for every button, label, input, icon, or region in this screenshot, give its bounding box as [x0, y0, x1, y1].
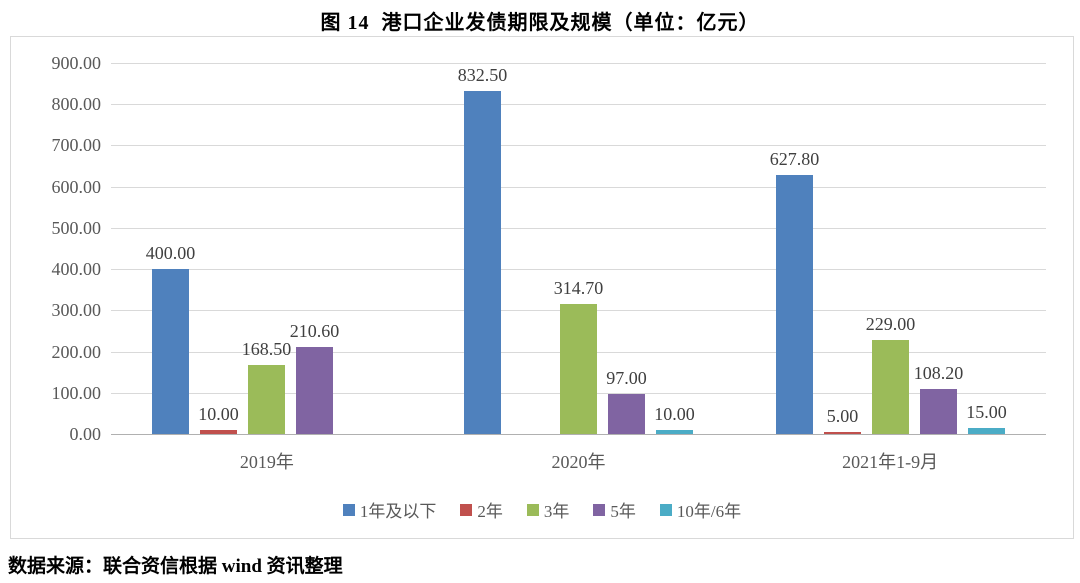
bar-value-label: 15.00 [966, 402, 1007, 422]
legend-swatch-icon [526, 503, 539, 516]
legend-item-1年及以下: 1年及以下 [342, 497, 437, 522]
y-axis-tick-label: 500.00 [51, 218, 102, 238]
y-axis-tick-label: 100.00 [51, 383, 102, 403]
legend-label: 10年/6年 [676, 502, 742, 521]
legend-label: 2年 [477, 502, 503, 521]
legend: 1年及以下 2年 3年 5年 10年/6年 [11, 497, 1073, 522]
gridline-400 [111, 269, 1046, 270]
source-note: 数据来源：联合资信根据 wind 资讯整理 [8, 556, 343, 577]
gridline-500 [111, 228, 1046, 229]
legend-item-3年: 3年 [526, 497, 570, 522]
bar-value-label: 97.00 [606, 368, 647, 388]
x-axis-label-2021年1-9月: 2021年1-9月 [842, 452, 939, 472]
legend-swatch-icon [460, 503, 473, 516]
y-axis-tick-label: 800.00 [51, 94, 102, 114]
gridline-900 [111, 63, 1046, 64]
bar-2年-2021年1-9月 [824, 432, 861, 434]
legend-label: 5年 [610, 502, 636, 521]
bar-value-label: 627.80 [769, 149, 820, 169]
legend-item-10年/6年: 10年/6年 [659, 497, 742, 522]
bar-value-label: 832.50 [457, 65, 508, 85]
bar-1年及以下-2021年1-9月 [776, 175, 813, 434]
bar-5年-2021年1-9月 [920, 389, 957, 434]
legend-item-2年: 2年 [460, 497, 503, 522]
bar-value-label: 229.00 [865, 314, 916, 334]
y-axis-tick-label: 700.00 [51, 135, 102, 155]
chart-frame: 1年及以下 2年 3年 5年 10年/6年 0.00 100.00 200.00 300.00… [10, 36, 1074, 539]
y-axis-tick-label: 400.00 [51, 259, 102, 279]
gridline-700 [111, 145, 1046, 146]
bar-10年/6年-2021年1-9月 [968, 428, 1005, 434]
y-axis-tick-label: 200.00 [51, 342, 102, 362]
y-axis-tick-label: 900.00 [51, 53, 102, 73]
legend-swatch-icon [593, 503, 606, 516]
bar-value-label: 10.00 [198, 404, 239, 424]
legend-label: 3年 [543, 502, 570, 521]
legend-swatch-icon [342, 503, 355, 516]
chart-title: 图 14 港口企业发债期限及规模（单位：亿元） [320, 12, 760, 34]
gridline-800 [111, 104, 1046, 105]
bar-5年-2020年 [608, 394, 645, 434]
bar-3年-2020年 [560, 304, 597, 434]
legend-label: 1年及以下 [359, 502, 437, 521]
y-axis-tick-label: 300.00 [51, 300, 102, 320]
legend-item-5年: 5年 [593, 497, 636, 522]
bar-10年/6年-2020年 [656, 430, 693, 434]
bar-1年及以下-2019年 [152, 269, 189, 434]
bar-value-label: 314.70 [553, 278, 604, 298]
bar-value-label: 210.60 [289, 321, 340, 341]
y-axis-tick-label: 600.00 [51, 177, 102, 197]
x-axis-label-2019年: 2019年 [239, 452, 294, 472]
bar-3年-2019年 [248, 365, 285, 434]
x-axis-label-2020年: 2020年 [551, 452, 606, 472]
bar-value-label: 400.00 [145, 243, 196, 263]
bar-value-label: 10.00 [654, 404, 695, 424]
bar-3年-2021年1-9月 [872, 340, 909, 434]
bar-value-label: 5.00 [826, 406, 859, 426]
bar-value-label: 108.20 [913, 363, 964, 383]
legend-swatch-icon [659, 503, 672, 516]
bar-5年-2019年 [296, 347, 333, 434]
bar-1年及以下-2020年 [464, 91, 501, 434]
bar-value-label: 168.50 [241, 339, 292, 359]
gridline-0 [111, 434, 1046, 435]
bar-2年-2019年 [200, 430, 237, 434]
gridline-600 [111, 187, 1046, 188]
y-axis-tick-label: 0.00 [69, 424, 102, 444]
